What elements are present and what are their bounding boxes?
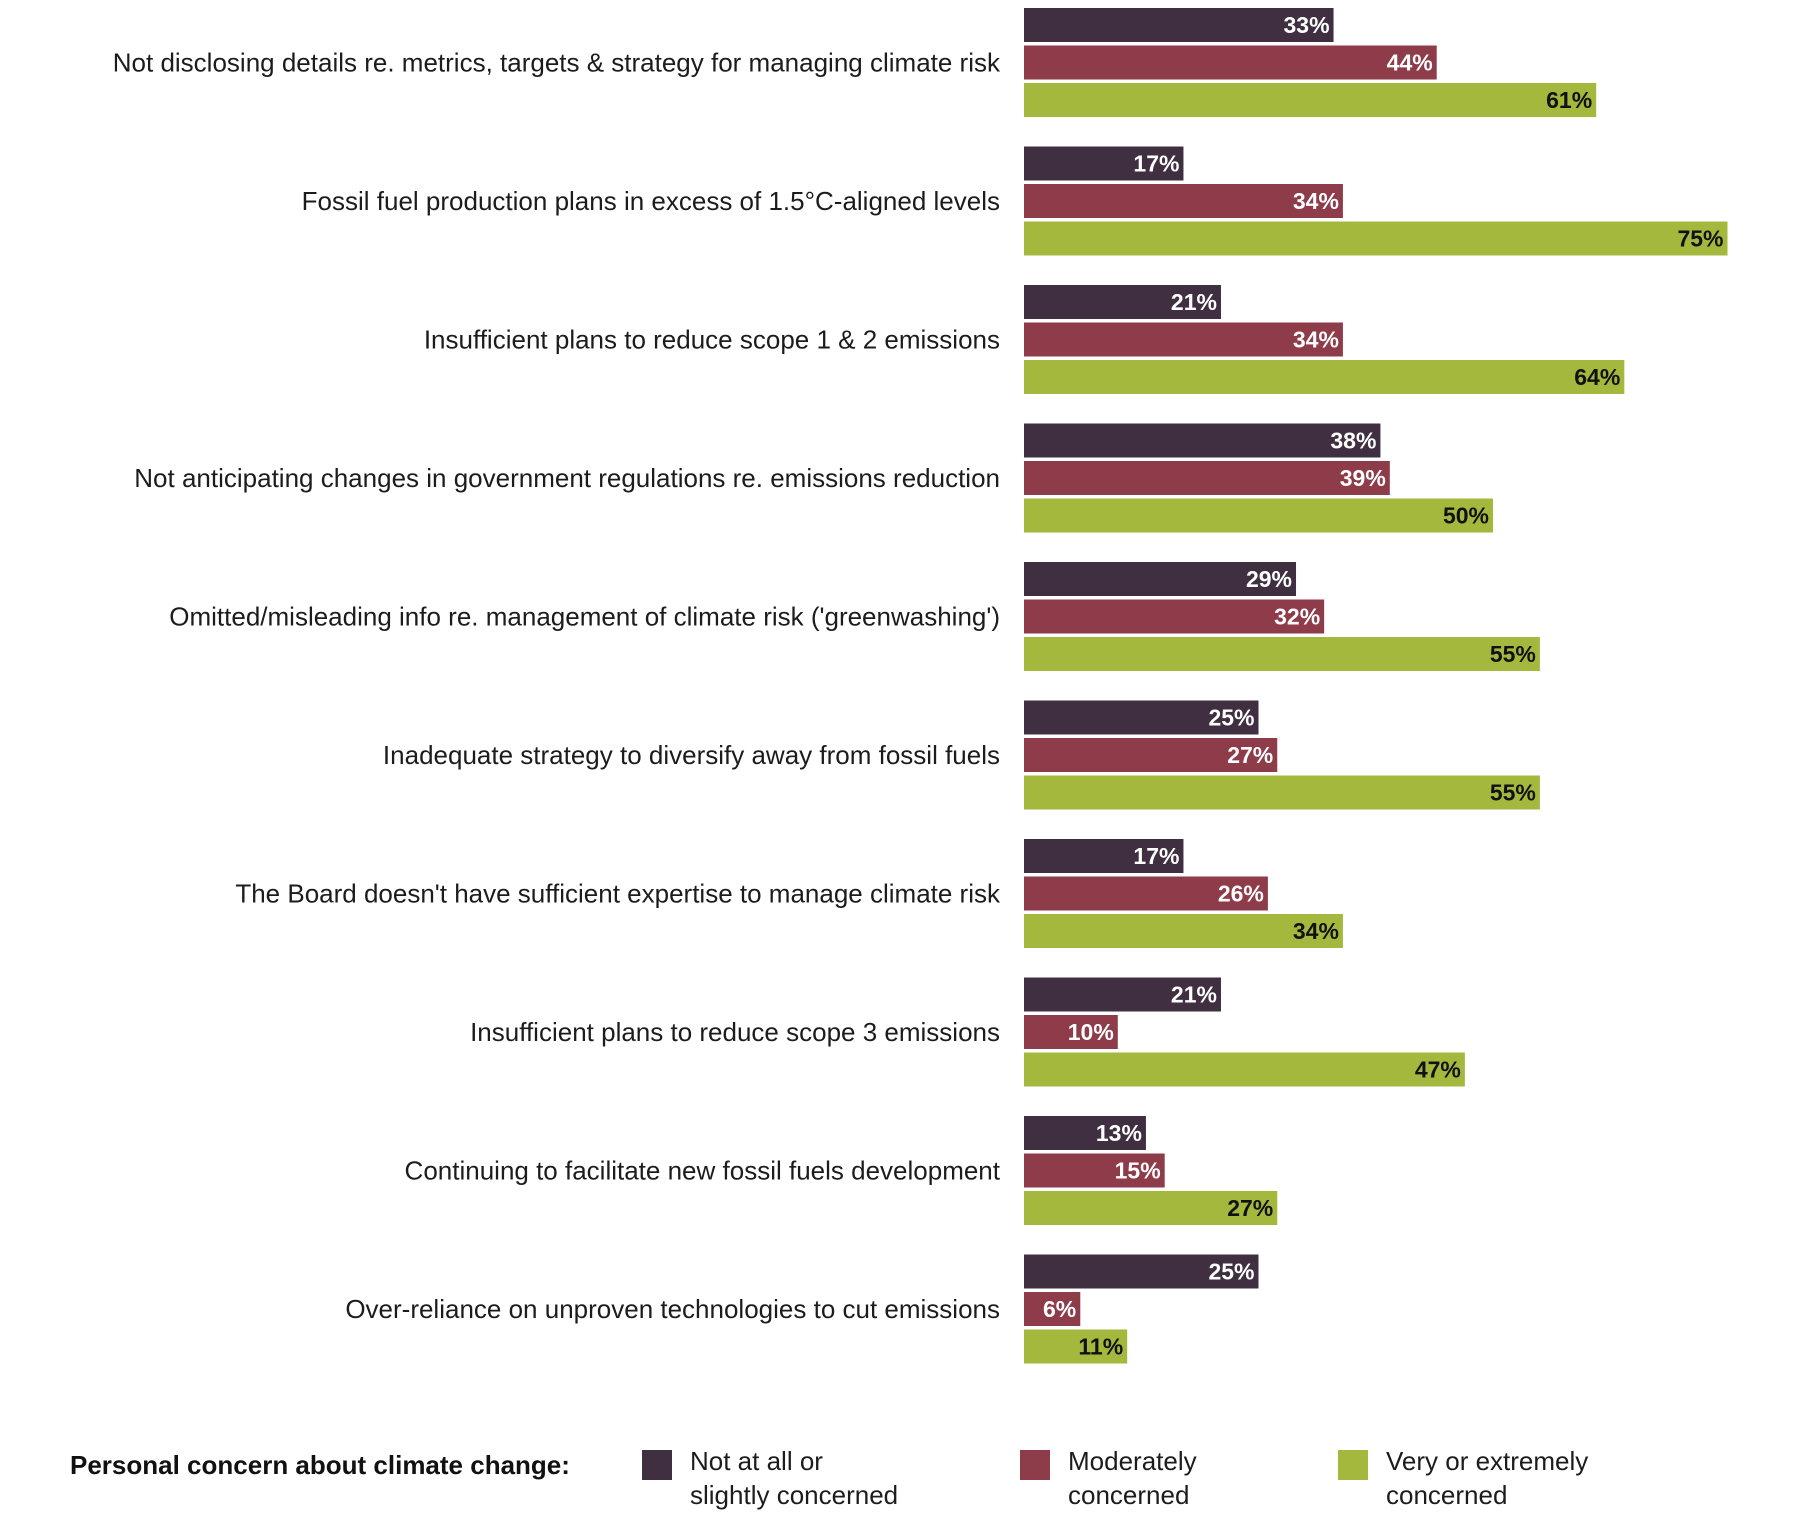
category-label: Fossil fuel production plans in excess o…	[302, 186, 1000, 216]
category-label: Over-reliance on unproven technologies t…	[345, 1294, 1000, 1324]
data-label: 32%	[1274, 604, 1320, 630]
data-label: 27%	[1227, 1195, 1273, 1221]
category-label: The Board doesn't have sufficient expert…	[235, 879, 1001, 909]
category-label: Omitted/misleading info re. management o…	[169, 602, 1000, 632]
bar	[1024, 738, 1278, 772]
legend-label-line2: concerned	[1068, 1480, 1190, 1510]
category-label: Insufficient plans to reduce scope 1 & 2…	[424, 325, 1000, 355]
data-label: 25%	[1208, 1259, 1254, 1285]
bar-chart: Not disclosing details re. metrics, targ…	[113, 8, 1728, 1364]
bar	[1024, 1254, 1259, 1289]
bar	[1024, 360, 1625, 394]
data-label: 27%	[1227, 742, 1273, 768]
bar-group: Omitted/misleading info re. management o…	[169, 562, 1540, 671]
bar-group: Fossil fuel production plans in excess o…	[302, 146, 1728, 256]
bar-group: Inadequate strategy to diversify away fr…	[383, 700, 1540, 810]
bar-group: The Board doesn't have sufficient expert…	[235, 839, 1343, 948]
data-label: 44%	[1387, 50, 1433, 76]
legend-label-line1: Very or extremely	[1386, 1446, 1589, 1476]
data-label: 39%	[1340, 465, 1386, 491]
bar-group: Over-reliance on unproven technologies t…	[345, 1254, 1259, 1364]
bar	[1024, 637, 1540, 671]
data-label: 21%	[1171, 982, 1217, 1008]
legend-label-line1: Not at all or	[690, 1446, 823, 1476]
category-label: Continuing to facilitate new fossil fuel…	[405, 1156, 1001, 1186]
bar	[1024, 45, 1437, 80]
data-label: 17%	[1133, 151, 1179, 177]
bar	[1024, 285, 1221, 319]
bar	[1024, 914, 1343, 948]
bar	[1024, 423, 1381, 458]
bar	[1024, 1052, 1465, 1087]
data-label: 34%	[1293, 327, 1339, 353]
data-label: 13%	[1096, 1120, 1142, 1146]
bar	[1024, 322, 1343, 357]
bar	[1024, 461, 1390, 495]
data-label: 17%	[1133, 843, 1179, 869]
bar	[1024, 83, 1597, 117]
data-label: 55%	[1490, 780, 1536, 806]
data-label: 64%	[1574, 364, 1620, 390]
bar	[1024, 775, 1540, 810]
data-label: 15%	[1115, 1158, 1161, 1184]
bar	[1024, 876, 1268, 911]
legend: Personal concern about climate change: N…	[0, 1440, 1800, 1520]
bar	[1024, 221, 1728, 256]
data-label: 55%	[1490, 641, 1536, 667]
bar	[1024, 1292, 1081, 1326]
data-label: 10%	[1068, 1019, 1114, 1045]
bar	[1024, 977, 1221, 1012]
legend-label-line1: Moderately	[1068, 1446, 1197, 1476]
data-label: 75%	[1677, 226, 1723, 252]
legend-swatch-not-concerned	[642, 1450, 672, 1480]
data-label: 38%	[1330, 428, 1376, 454]
bar	[1024, 1116, 1146, 1150]
legend-title: Personal concern about climate change:	[70, 1450, 570, 1480]
data-label: 11%	[1078, 1334, 1123, 1360]
data-label: 61%	[1546, 87, 1592, 113]
legend-item-very-concerned: Very or extremely concerned	[1338, 1446, 1646, 1512]
category-label: Inadequate strategy to diversify away fr…	[383, 740, 1000, 770]
data-label: 29%	[1246, 566, 1292, 592]
data-label: 26%	[1218, 881, 1264, 907]
data-label: 33%	[1283, 12, 1329, 38]
legend-label-line2: concerned	[1386, 1480, 1508, 1510]
data-label: 50%	[1443, 503, 1489, 529]
bar	[1024, 1015, 1118, 1049]
bar	[1024, 599, 1325, 634]
legend-label-line2: slightly concerned	[690, 1480, 899, 1510]
legend-item-not-concerned: Not at all or slightly concerned	[642, 1446, 950, 1512]
bar	[1024, 8, 1334, 42]
bar-group: Not disclosing details re. metrics, targ…	[113, 8, 1597, 117]
data-label: 6%	[1043, 1296, 1076, 1322]
bar	[1024, 562, 1297, 596]
bar-group: Insufficient plans to reduce scope 3 emi…	[470, 977, 1465, 1087]
bar	[1024, 700, 1259, 735]
bar	[1024, 184, 1343, 218]
bar	[1024, 839, 1184, 873]
data-label: 47%	[1415, 1057, 1461, 1083]
legend-swatch-very-concerned	[1338, 1450, 1368, 1480]
bar	[1024, 146, 1184, 181]
legend-item-moderately-concerned: Moderately concerned	[1020, 1446, 1328, 1512]
bar	[1024, 498, 1493, 533]
bar	[1024, 1153, 1165, 1188]
bar-group: Continuing to facilitate new fossil fuel…	[405, 1116, 1278, 1225]
data-label: 25%	[1208, 705, 1254, 731]
bar-group: Insufficient plans to reduce scope 1 & 2…	[424, 285, 1625, 394]
legend-swatch-moderately-concerned	[1020, 1450, 1050, 1480]
bar-group: Not anticipating changes in government r…	[134, 423, 1493, 533]
data-label: 34%	[1293, 188, 1339, 214]
bar	[1024, 1191, 1278, 1225]
bar	[1024, 1329, 1128, 1364]
category-label: Not anticipating changes in government r…	[134, 463, 1000, 493]
category-label: Not disclosing details re. metrics, targ…	[113, 48, 1001, 78]
category-label: Insufficient plans to reduce scope 3 emi…	[470, 1017, 1000, 1047]
data-label: 21%	[1171, 289, 1217, 315]
data-label: 34%	[1293, 918, 1339, 944]
